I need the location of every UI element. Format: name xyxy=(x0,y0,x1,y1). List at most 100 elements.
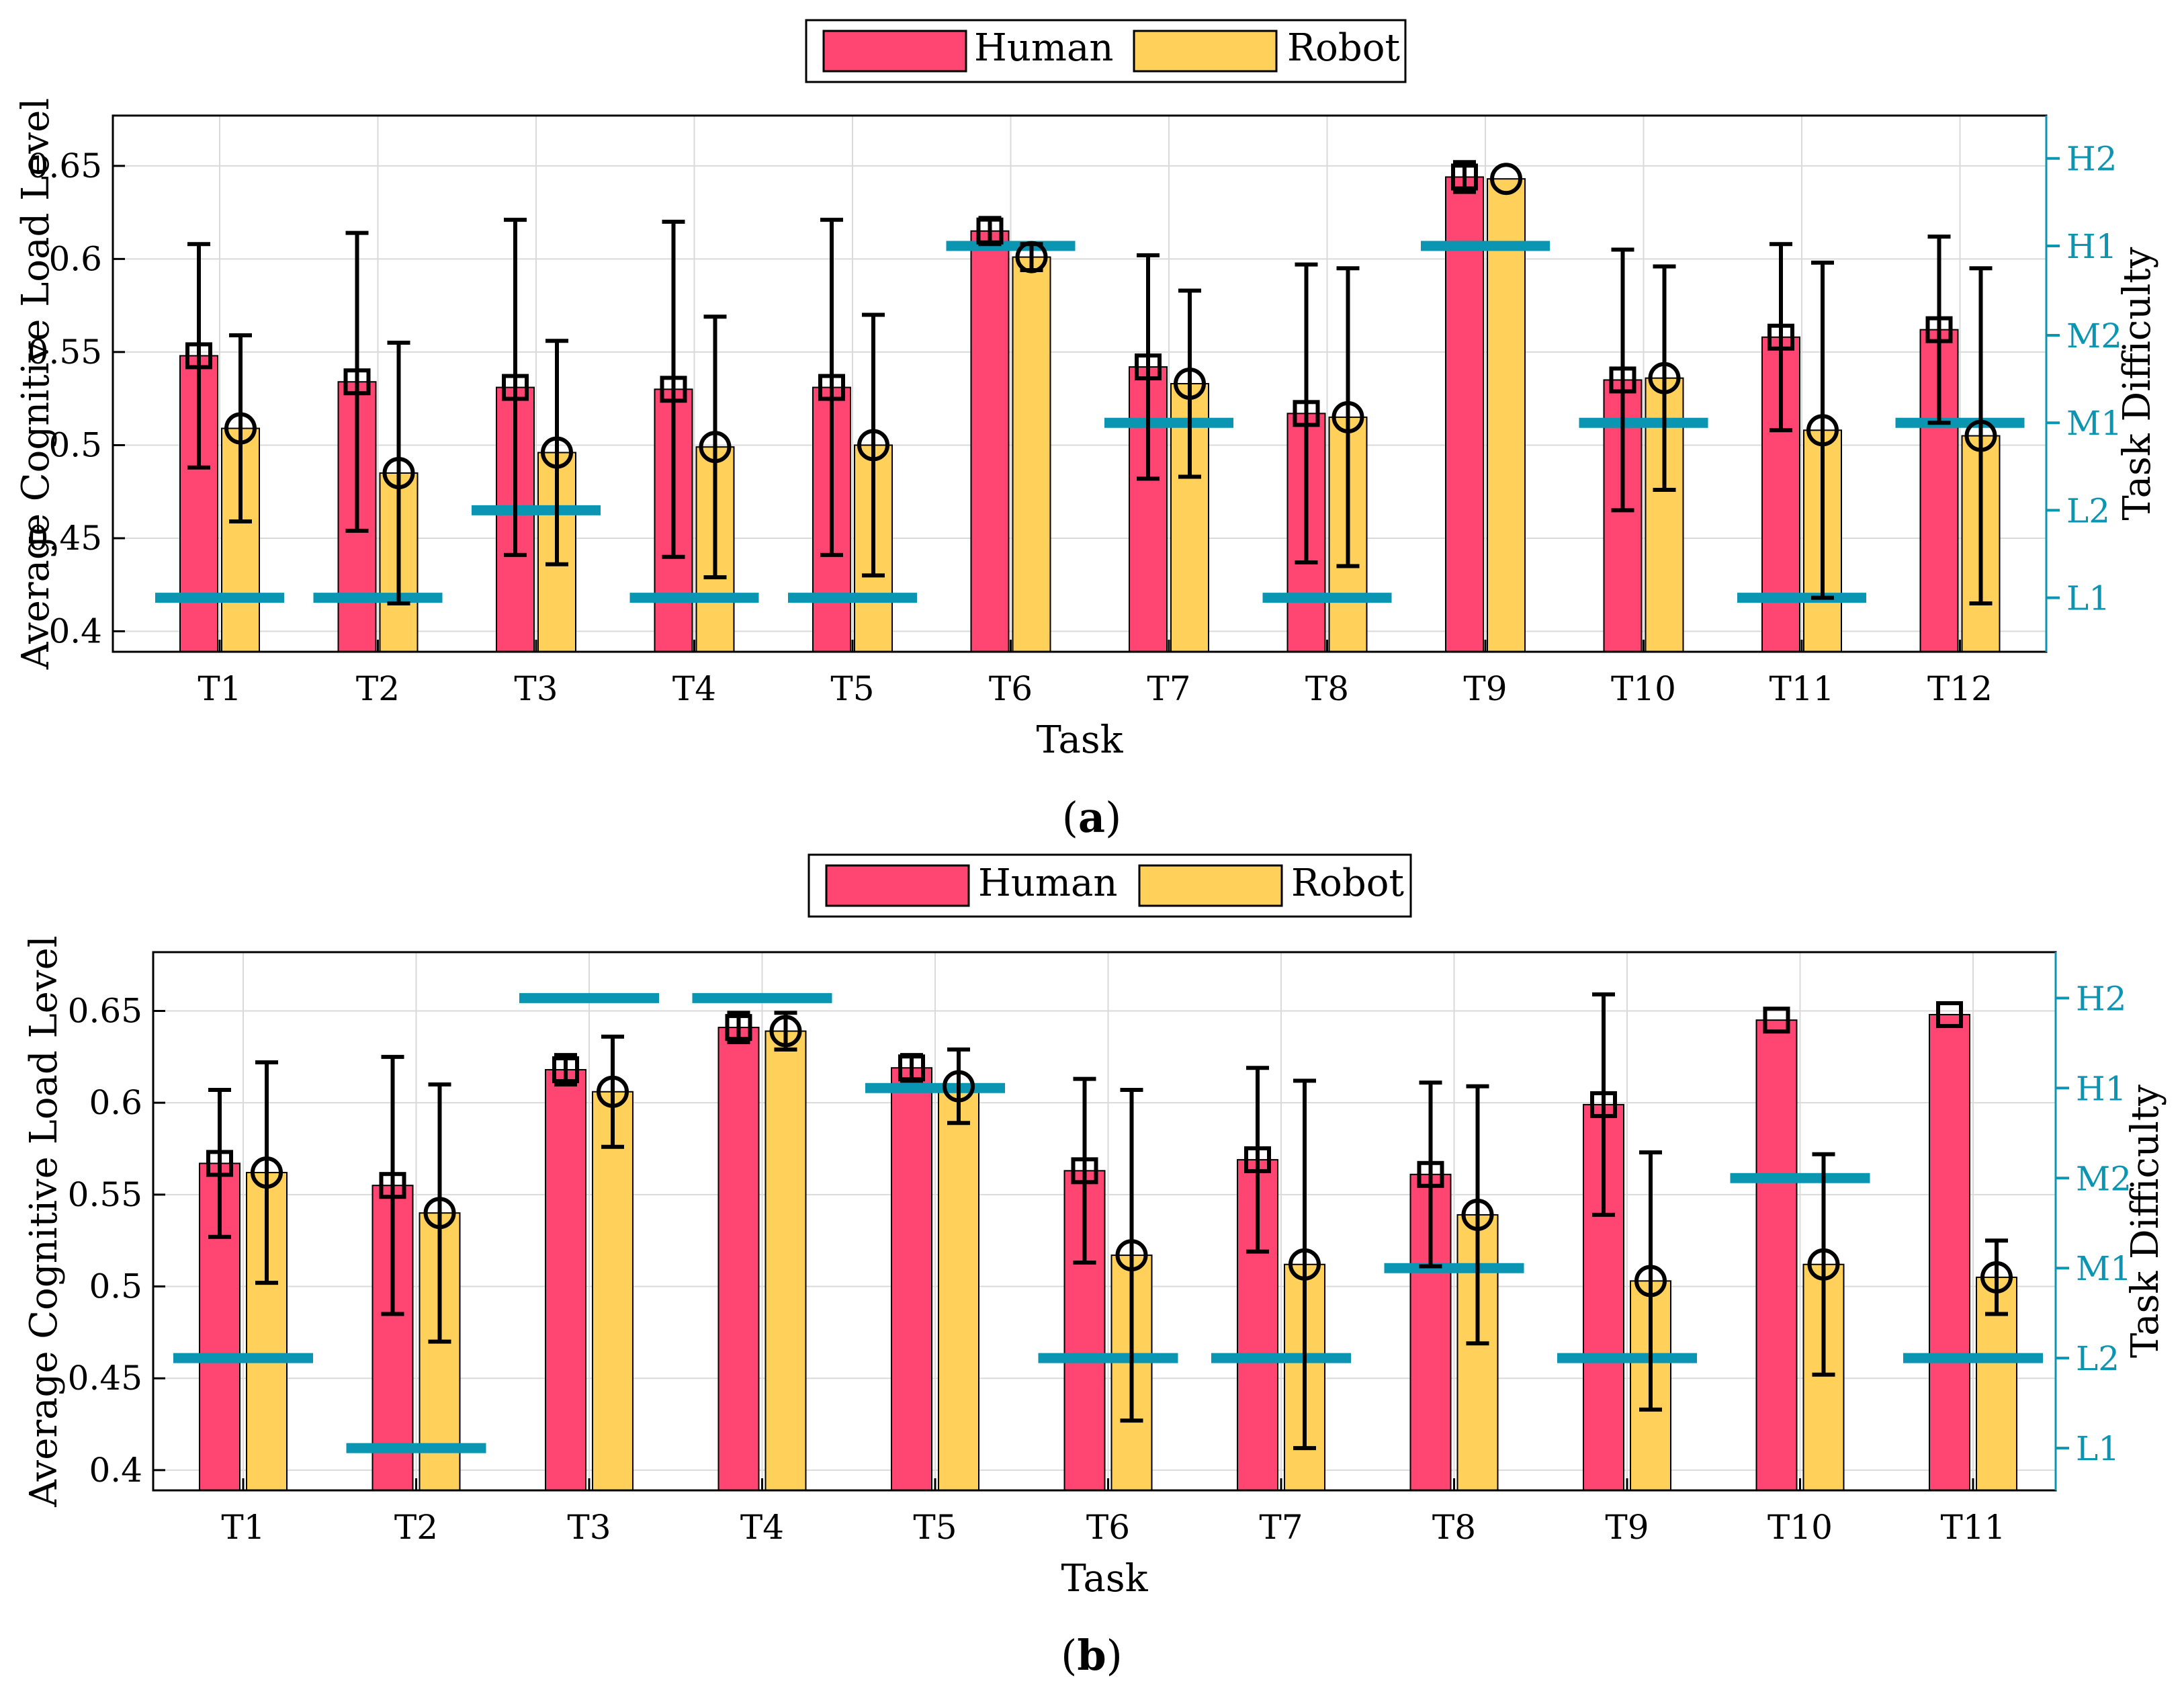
x-tick-label: T1 xyxy=(221,1508,265,1547)
mean-marker-square xyxy=(552,1056,579,1083)
mean-marker-square xyxy=(898,1054,925,1082)
x-tick-label: T7 xyxy=(1147,669,1190,708)
bar-human-t5 xyxy=(891,1067,932,1491)
bar-human-t4 xyxy=(717,1027,760,1491)
legend: Human Robot xyxy=(805,19,1407,83)
right-axis-ticks: L1 L2 M1 M2 H1 H2 xyxy=(2045,116,2122,652)
mean-marker-square xyxy=(1763,1007,1790,1034)
mean-marker-square xyxy=(1417,1160,1444,1188)
mean-marker-square xyxy=(1590,1091,1617,1118)
mean-marker-circle xyxy=(382,457,415,489)
error-bar-human-t10 xyxy=(1611,247,1634,513)
x-tick-label: T5 xyxy=(830,669,874,708)
x-tick-label: T6 xyxy=(989,669,1033,708)
y-axis-ticks: 0.4 0.45 0.5 0.55 0.6 0.65 xyxy=(68,991,165,1490)
mean-marker-circle xyxy=(597,1075,629,1108)
x-tick-label: T10 xyxy=(1611,669,1676,708)
x-tick-label: T8 xyxy=(1432,1508,1476,1547)
right-tick-label: M1 xyxy=(2066,404,2122,443)
error-bar-robot-t5 xyxy=(862,312,885,578)
error-bar-robot-t10 xyxy=(1653,264,1676,492)
mean-markers xyxy=(206,1001,2013,1298)
mean-marker-circle xyxy=(1648,362,1681,394)
right-tick-label: L1 xyxy=(2076,1429,2120,1468)
error-bar-human-t1 xyxy=(208,1088,231,1239)
bar-robot-t9 xyxy=(1487,178,1526,653)
mean-marker-square xyxy=(1936,1001,1963,1028)
x-tick-label: T1 xyxy=(198,669,241,708)
x-tick-label: T9 xyxy=(1463,669,1507,708)
error-bar-human-t7 xyxy=(1137,253,1160,481)
right-tick-label: L1 xyxy=(2066,579,2110,618)
mean-marker-circle xyxy=(1115,1239,1148,1272)
bar-human-t3 xyxy=(545,1068,586,1491)
mean-marker-square xyxy=(502,374,529,401)
y-tick-label: 0.45 xyxy=(28,519,102,558)
error-bar-human-t3 xyxy=(504,218,527,557)
right-axis-title: Task Difficulty xyxy=(2115,247,2159,520)
mean-marker-circle xyxy=(1288,1248,1321,1281)
grid xyxy=(113,116,2046,652)
y-tick-label: 0.4 xyxy=(89,1451,142,1490)
error-bar-human-t6 xyxy=(1073,1076,1096,1265)
error-bar-robot-t1 xyxy=(229,333,252,524)
x-tick-label: T7 xyxy=(1259,1508,1303,1547)
mean-marker-circle xyxy=(251,1156,283,1189)
legend-swatch-robot xyxy=(1138,864,1283,907)
mean-marker-square xyxy=(1071,1157,1098,1185)
mean-marker-circle xyxy=(1806,414,1839,447)
mean-marker-square xyxy=(379,1172,406,1199)
y-tick-label: 0.6 xyxy=(48,239,102,278)
right-axis-title: Task Difficulty xyxy=(2124,1085,2167,1358)
mean-marker-circle xyxy=(1634,1265,1667,1298)
panel-label-a: (a) xyxy=(1062,793,1122,842)
y-tick-label: 0.6 xyxy=(89,1083,142,1122)
legend-label-human: Human xyxy=(974,26,1113,70)
panel-b-chart: Human Robot 0.4 0.45 0.5 0.55 0.6 0.65 L1 L2 M1… xyxy=(22,853,2167,1680)
error-bar-robot-t5 xyxy=(947,1047,970,1126)
y-axis-title: Average Cognitive Load Level xyxy=(22,935,66,1507)
panel-letter-b: b xyxy=(1077,1631,1106,1680)
x-tick-label: T11 xyxy=(1941,1508,2006,1547)
x-tick-label: T3 xyxy=(567,1508,611,1547)
mean-marker-circle xyxy=(1174,368,1206,400)
y-tick-label: 0.4 xyxy=(48,612,102,651)
error-bar-robot-t8 xyxy=(1466,1084,1489,1346)
difficulty-markers xyxy=(155,241,2025,603)
mean-marker-circle xyxy=(423,1197,456,1230)
mean-marker-square xyxy=(725,1014,752,1042)
x-tick-label: T4 xyxy=(740,1508,784,1547)
error-bar-human-t1 xyxy=(187,242,210,470)
right-tick-label: M1 xyxy=(2076,1249,2132,1288)
error-bar-robot-t4 xyxy=(703,314,727,580)
error-bar-robot-t3 xyxy=(601,1034,624,1149)
legend-swatch-human xyxy=(825,864,970,907)
right-tick-label: M2 xyxy=(2076,1159,2132,1198)
error-bar-robot-t11 xyxy=(1985,1238,2008,1316)
mean-marker-circle xyxy=(1980,1261,2013,1293)
mean-marker-square xyxy=(1135,353,1162,381)
mean-marker-square xyxy=(1609,366,1636,394)
bar-robot-t4 xyxy=(765,1030,807,1491)
error-bar-robot-t7 xyxy=(1178,288,1201,479)
mean-marker-square xyxy=(976,217,1004,245)
x-tick-label: T11 xyxy=(1770,669,1835,708)
right-tick-label: H1 xyxy=(2076,1069,2126,1108)
error-bar-robot-t3 xyxy=(545,339,568,566)
error-bar-human-t4 xyxy=(662,219,685,559)
y-tick-label: 0.45 xyxy=(68,1359,142,1398)
x-tick-label: T12 xyxy=(1927,669,1993,708)
bar-human-t10 xyxy=(1755,1019,1798,1491)
legend-label-robot: Robot xyxy=(1291,861,1404,905)
error-bar-human-t2 xyxy=(345,230,369,533)
error-bar-human-t9 xyxy=(1592,992,1615,1217)
legend-label-robot: Robot xyxy=(1287,26,1400,70)
error-bar-human-t5 xyxy=(820,218,843,557)
error-bar-human-t2 xyxy=(381,1054,404,1316)
x-tick-label: T8 xyxy=(1305,669,1349,708)
mean-marker-circle xyxy=(857,429,889,462)
mean-marker-circle xyxy=(769,1015,802,1048)
bar-human-t9 xyxy=(1445,176,1484,652)
x-tick-label: T6 xyxy=(1086,1508,1130,1547)
